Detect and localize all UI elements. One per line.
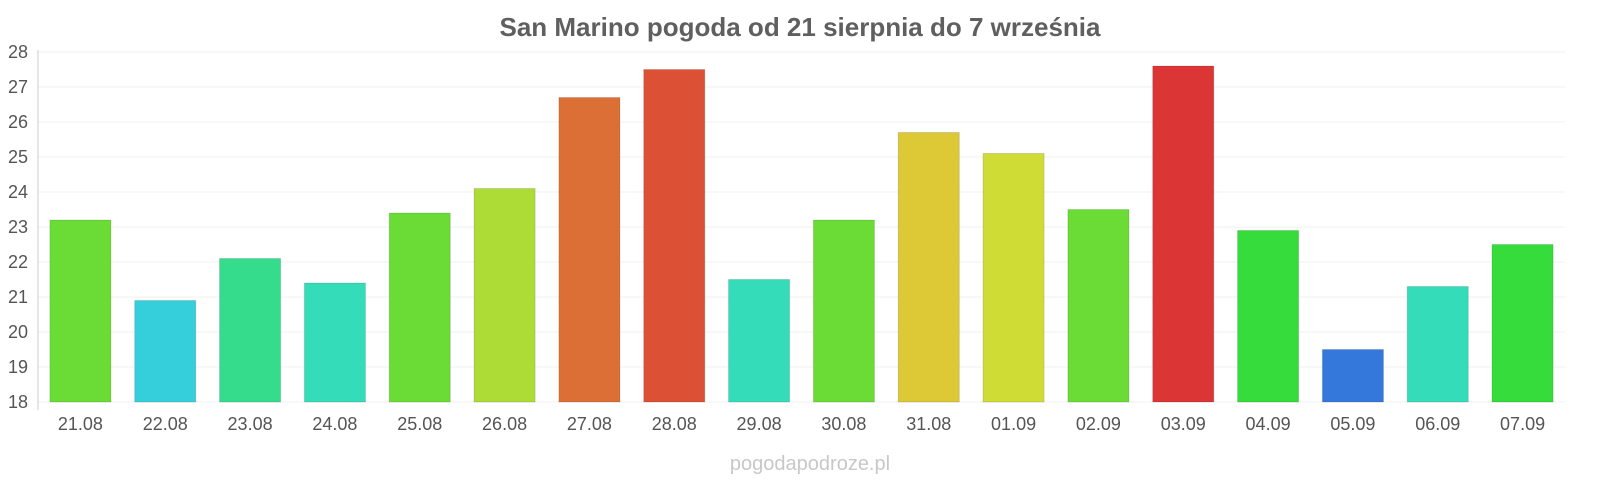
x-tick-label: 05.09 — [1330, 414, 1375, 434]
bar — [1321, 349, 1384, 403]
bar — [134, 300, 197, 403]
x-tick-label: 26.08 — [482, 414, 527, 434]
y-tick-label: 23 — [8, 217, 28, 237]
x-tick-label: 04.09 — [1246, 414, 1291, 434]
bar — [1406, 286, 1469, 403]
x-tick-label: 30.08 — [821, 414, 866, 434]
bar — [219, 258, 282, 403]
x-tick-label: 24.08 — [312, 414, 357, 434]
bar — [1237, 230, 1300, 403]
y-tick-label: 26 — [8, 112, 28, 132]
y-axis: 18 19 20 21 22 23 24 25 26 27 28 — [8, 42, 39, 412]
bar — [1491, 244, 1554, 403]
bar — [388, 212, 451, 403]
bar — [812, 219, 875, 403]
bar — [897, 132, 960, 403]
bar — [728, 279, 791, 403]
y-tick-label: 21 — [8, 287, 28, 307]
x-tick-label: 06.09 — [1415, 414, 1460, 434]
bar — [1152, 65, 1215, 403]
y-tick-label: 24 — [8, 182, 28, 202]
y-tick-label: 22 — [8, 252, 28, 272]
x-tick-label: 27.08 — [567, 414, 612, 434]
y-tick-label: 27 — [8, 77, 28, 97]
bar — [643, 69, 706, 403]
chart-title: San Marino pogoda od 21 sierpnia do 7 wr… — [499, 12, 1101, 42]
bar — [303, 282, 366, 403]
watermark: pogodapodroze.pl — [730, 453, 890, 475]
x-tick-label: 22.08 — [143, 414, 188, 434]
bar — [49, 219, 112, 403]
y-tick-label: 18 — [8, 392, 28, 412]
x-tick-label: 01.09 — [991, 414, 1036, 434]
x-tick-label: 29.08 — [737, 414, 782, 434]
bar — [1067, 209, 1130, 403]
bar — [558, 97, 621, 403]
grid-lines — [38, 51, 1565, 403]
x-tick-label: 25.08 — [397, 414, 442, 434]
x-tick-label: 07.09 — [1500, 414, 1545, 434]
x-axis: 21.08 22.08 23.08 24.08 25.08 26.08 27.08 28.08… — [58, 414, 1545, 434]
bar — [982, 153, 1045, 403]
bar — [473, 188, 536, 403]
y-tick-label: 20 — [8, 322, 28, 342]
x-tick-label: 28.08 — [652, 414, 697, 434]
y-tick-label: 19 — [8, 357, 28, 377]
x-tick-label: 02.09 — [1076, 414, 1121, 434]
x-tick-label: 21.08 — [58, 414, 103, 434]
x-tick-label: 31.08 — [906, 414, 951, 434]
x-tick-label: 23.08 — [228, 414, 273, 434]
x-tick-label: 03.09 — [1161, 414, 1206, 434]
bars — [49, 65, 1554, 403]
y-tick-label: 28 — [8, 42, 28, 62]
y-tick-label: 25 — [8, 147, 28, 167]
